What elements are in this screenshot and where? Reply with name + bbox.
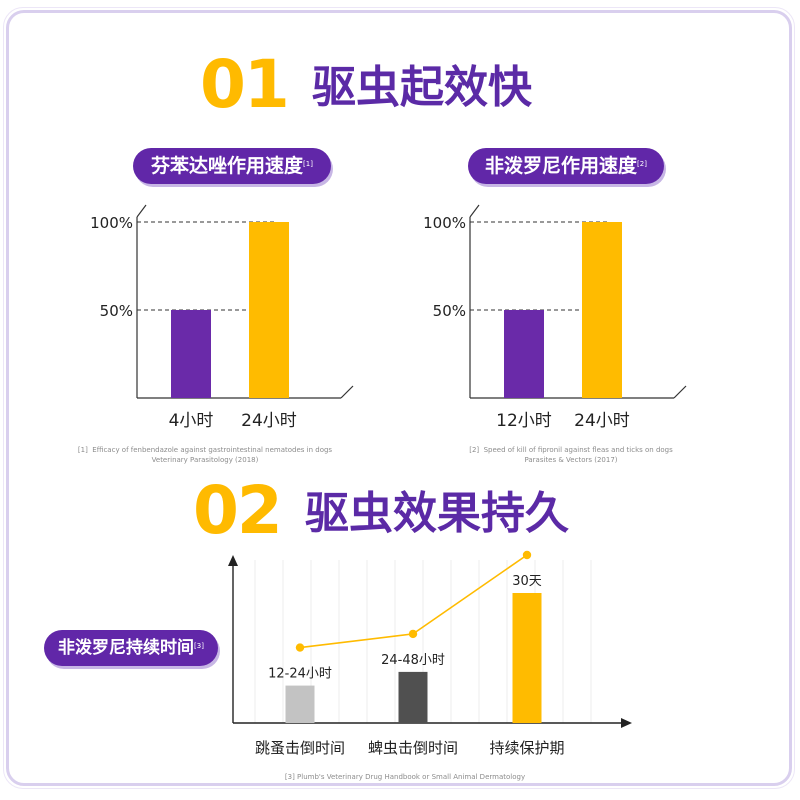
reference-2-line1: Speed of kill of fipronil against fleas … xyxy=(483,446,673,454)
chart3-data-label: 30天 xyxy=(512,574,542,589)
reference-2-marker: [2] xyxy=(469,446,480,454)
chart2-pill: 非泼罗尼作用速度[2] xyxy=(468,148,664,184)
chart2-pill-sup: [2] xyxy=(637,160,647,168)
chart1-x-axis-arrow xyxy=(340,385,354,399)
reference-3: [3] Plumb's Veterinary Drug Handbook or … xyxy=(284,773,526,781)
chart2-pill-text: 非泼罗尼作用速度 xyxy=(485,155,638,177)
section2-title: 驱虫效果持久 xyxy=(305,488,569,539)
outer-frame xyxy=(3,7,795,789)
chart2-y-axis-arrow xyxy=(469,204,480,218)
chart3-trend-point xyxy=(295,643,305,652)
section1-number: 01 xyxy=(200,46,290,123)
chart1-xtick-label: 24小时 xyxy=(241,411,297,431)
chart3-y-axis-arrow xyxy=(228,555,238,566)
chart2: 50% 100% 12小时 24小时 xyxy=(423,204,687,431)
chart1-ytick-label: 100% xyxy=(90,214,133,232)
chart3-bar xyxy=(285,685,315,723)
chart3-trend-point xyxy=(522,550,532,560)
chart3-data-label: 24-48小时 xyxy=(381,653,445,668)
reference-2: [2] Speed of kill of fipronil against fl… xyxy=(430,445,712,465)
chart1-y-axis-arrow xyxy=(136,204,147,218)
chart3-bar xyxy=(398,671,428,723)
chart3-pill-text: 非泼罗尼持续时间 xyxy=(58,638,195,658)
reference-1-line1: Efficacy of fenbendazole against gastroi… xyxy=(92,446,333,454)
section2-number: 02 xyxy=(193,472,283,549)
chart2-bar xyxy=(582,222,622,398)
chart2-ytick-label: 100% xyxy=(423,214,466,232)
reference-1-marker: [1] xyxy=(77,446,88,454)
reference-2-line2: Parasites & Vectors (2017) xyxy=(524,456,618,464)
chart2-bar xyxy=(504,310,544,398)
chart3-xtick-label: 跳蚤击倒时间 xyxy=(255,739,345,757)
chart1: 50% 100% 4小时 24小时 xyxy=(90,204,354,431)
chart1-pill-text: 芬苯达唑作用速度 xyxy=(151,155,304,177)
chart3-trend-point xyxy=(408,629,418,639)
section1-title: 驱虫起效快 xyxy=(312,62,532,113)
chart2-xtick-label: 24小时 xyxy=(574,411,630,431)
chart2-x-axis-arrow xyxy=(673,385,687,399)
chart3-data-label: 12-24小时 xyxy=(268,667,332,682)
reference-1: [1] Efficacy of fenbendazole against gas… xyxy=(40,445,370,465)
chart3-pill-sup: [3] xyxy=(194,642,204,650)
chart1-ytick-label: 50% xyxy=(100,302,133,320)
chart3-xtick-label: 蜱虫击倒时间 xyxy=(368,739,458,757)
chart1-bar xyxy=(171,310,211,398)
chart3-x-axis-arrow xyxy=(621,718,632,728)
reference-1-line2: Veterinary Parasitology (2018) xyxy=(151,456,259,464)
chart3-xtick-label: 持续保护期 xyxy=(489,739,564,757)
chart2-xtick-label: 12小时 xyxy=(496,411,552,431)
chart1-pill: 芬苯达唑作用速度[1] xyxy=(133,148,331,184)
inner-frame xyxy=(6,10,792,786)
chart1-xtick-label: 4小时 xyxy=(169,411,214,431)
chart2-ytick-label: 50% xyxy=(433,302,466,320)
chart1-pill-sup: [1] xyxy=(303,160,313,168)
chart3-bar xyxy=(512,593,542,723)
chart3-pill: 非泼罗尼持续时间[3] xyxy=(44,630,218,666)
chart1-bar xyxy=(249,222,289,398)
